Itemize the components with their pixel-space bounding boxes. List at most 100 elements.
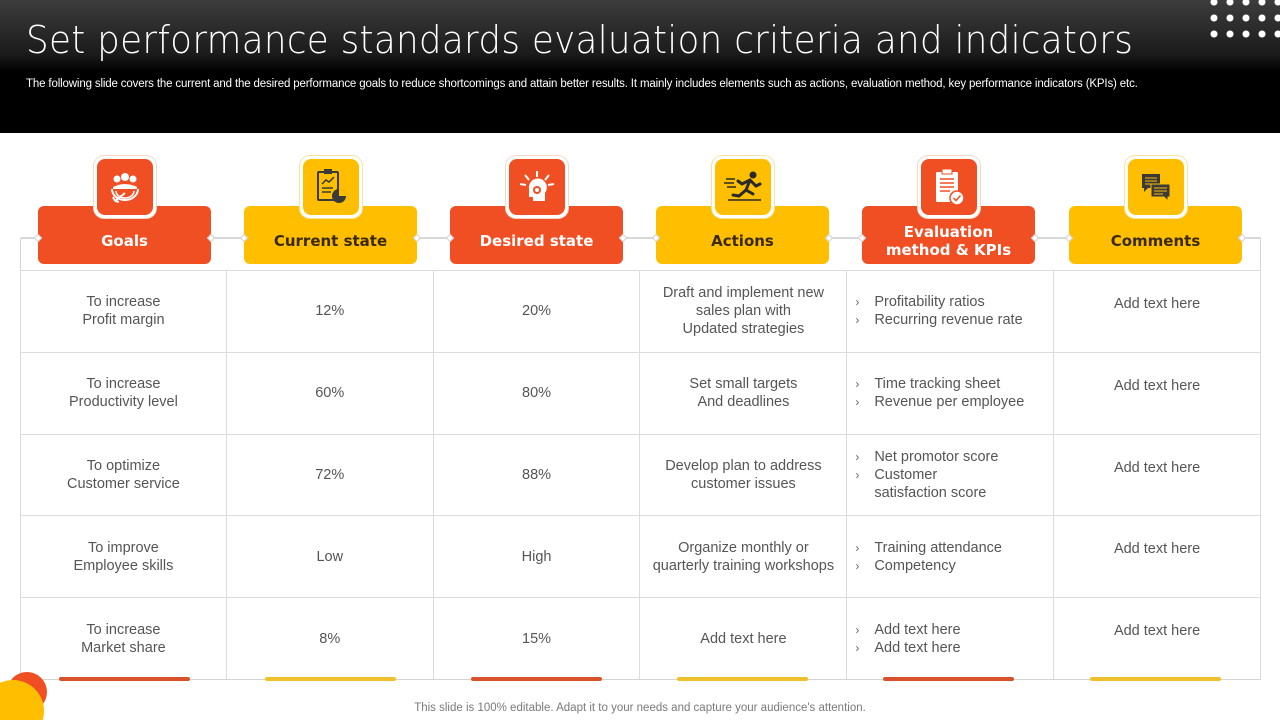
- cell-text: Add text here: [1113, 377, 1201, 394]
- column-label-text: Evaluation method & KPIs: [885, 223, 1012, 259]
- column-underline-accent: [471, 677, 602, 681]
- chevron-right-icon: ›: [855, 395, 860, 410]
- table-cell-kpis: › Training attendance › Competency: [847, 515, 1055, 598]
- kpi-text: Add text here: [874, 621, 961, 638]
- column-label-text: Current state: [273, 232, 388, 250]
- checklist-clipboard-icon: [921, 159, 977, 215]
- table-cell-action: Develop plan to address customer issues: [640, 433, 848, 516]
- column-header-label: Current state: [244, 206, 417, 264]
- chevron-right-icon: ›: [855, 640, 860, 655]
- cell-text: 15%: [522, 630, 552, 647]
- table-cell-comment: Add text here: [1054, 597, 1261, 679]
- chevron-right-icon: ›: [855, 558, 860, 573]
- column-icon-tile: [1125, 156, 1187, 218]
- cell-text: 12%: [315, 303, 345, 320]
- table-cell-action: Organize monthly or quarterly training w…: [640, 515, 848, 598]
- kpi-list: › Add text here › Add text here: [855, 621, 960, 657]
- column-icon-tile: [918, 156, 980, 218]
- cell-text: 72%: [315, 466, 345, 483]
- chevron-right-icon: ›: [855, 377, 860, 392]
- table-cell-current: 60%: [226, 351, 434, 434]
- cell-text: 60%: [315, 385, 345, 402]
- target-team-icon: [97, 159, 153, 215]
- evaluation-table: To increase Profit margin 12% 20% Draft and…: [20, 270, 1261, 679]
- kpi-list-item: › Competency: [855, 557, 1002, 575]
- cell-text: 8%: [319, 630, 341, 647]
- cell-text: To increase Market share: [81, 621, 166, 656]
- cell-text: Add text here: [1113, 296, 1201, 312]
- table-cell-goal: To optimize Customer service: [20, 433, 227, 516]
- cell-text: To improve Employee skills: [73, 539, 174, 574]
- kpi-text: Competency: [874, 557, 956, 574]
- table-cell-comment: Add text here: [1054, 515, 1261, 598]
- table-cell-goal: To increase Market share: [20, 597, 227, 679]
- footer-note: This slide is 100% editable. Adapt it to…: [414, 702, 866, 714]
- slide-subtitle: The following slide covers the current a…: [26, 78, 1138, 90]
- column-header-goals: Goals: [38, 156, 211, 264]
- chevron-right-icon: ›: [855, 295, 860, 310]
- column-header-label: Desired state: [450, 206, 623, 264]
- kpi-text: Customer satisfaction score: [874, 466, 987, 501]
- table-cell-action: Draft and implement new sales plan with …: [640, 270, 848, 352]
- kpi-list: › Profitability ratios › Recurring revenue …: [855, 293, 1022, 329]
- table-cell-kpis: › Net promotor score › Customer satisfactio…: [847, 433, 1055, 516]
- head-gear-idea-icon: [509, 159, 565, 215]
- kpi-text: Time tracking sheet: [874, 376, 1001, 393]
- kpi-list: › Time tracking sheet › Revenue per employe…: [855, 375, 1024, 411]
- kpi-list-item: › Recurring revenue rate: [855, 311, 1022, 329]
- column-header-desired-state: Desired state: [450, 156, 623, 264]
- cell-text: Add text here: [1113, 459, 1201, 476]
- table-cell-current: 12%: [226, 270, 434, 352]
- cell-text: 88%: [522, 466, 552, 483]
- slide-title: Set performance standards evaluation cri…: [26, 18, 1134, 62]
- table-cell-comment: Add text here: [1054, 433, 1261, 516]
- kpi-text: Add text here: [874, 639, 961, 656]
- table-cell-desired: 80%: [433, 351, 641, 434]
- kpi-text: Net promotor score: [874, 448, 999, 465]
- kpi-list-item: › Net promotor score: [855, 448, 998, 466]
- column-icon-tile: [300, 156, 362, 218]
- cell-text: Draft and implement new sales plan with …: [662, 285, 824, 338]
- table-cell-comment: Add text here: [1054, 351, 1261, 434]
- cell-text: Low: [316, 548, 344, 565]
- column-header-comments: Comments: [1069, 156, 1242, 264]
- column-label-text: Desired state: [479, 232, 594, 250]
- column-underline-accent: [265, 677, 396, 681]
- slide-header: Set performance standards evaluation cri…: [0, 0, 1280, 133]
- table-cell-goal: To increase Profit margin: [20, 270, 227, 352]
- cell-text: To increase Profit margin: [82, 294, 165, 329]
- kpi-list-item: › Add text here: [855, 621, 960, 639]
- chevron-right-icon: ›: [855, 622, 860, 637]
- chevron-right-icon: ›: [855, 540, 860, 555]
- decorative-dots: [1206, 0, 1280, 38]
- chat-bubbles-icon: [1128, 159, 1184, 215]
- kpi-text: Profitability ratios: [874, 294, 985, 311]
- cell-text: Add text here: [1113, 541, 1201, 558]
- column-header-actions: Actions: [656, 156, 829, 264]
- header-connector-line: [21, 237, 1261, 239]
- kpi-list-item: › Time tracking sheet: [855, 375, 1024, 393]
- table-cell-current: Low: [226, 515, 434, 598]
- cell-text: Add text here: [700, 630, 787, 647]
- table-cell-current: 72%: [226, 433, 434, 516]
- cell-text: 20%: [522, 303, 552, 320]
- cell-text: Develop plan to address customer issues: [665, 457, 822, 492]
- column-label-text: Actions: [711, 232, 774, 250]
- cell-text: Organize monthly or quarterly training w…: [652, 539, 835, 574]
- table-cell-goal: To increase Productivity level: [20, 351, 227, 434]
- clipboard-chart-icon: [303, 159, 359, 215]
- kpi-list-item: › Add text here: [855, 639, 960, 657]
- chevron-right-icon: ›: [855, 449, 860, 464]
- table-cell-action: Set small targets And deadlines: [640, 351, 848, 434]
- cell-text: Add text here: [1113, 623, 1201, 640]
- column-header-label: Goals: [38, 206, 211, 264]
- kpi-text: Revenue per employee: [874, 394, 1025, 411]
- cell-text: Set small targets And deadlines: [689, 376, 798, 411]
- table-cell-goal: To improve Employee skills: [20, 515, 227, 598]
- table-cell-desired: 20%: [433, 270, 641, 352]
- kpi-list-item: › Revenue per employee: [855, 393, 1024, 411]
- column-label-text: Comments: [1110, 232, 1201, 250]
- kpi-list-item: › Customer satisfaction score: [855, 466, 998, 502]
- column-underline-accent: [1090, 677, 1221, 681]
- table-cell-current: 8%: [226, 597, 434, 679]
